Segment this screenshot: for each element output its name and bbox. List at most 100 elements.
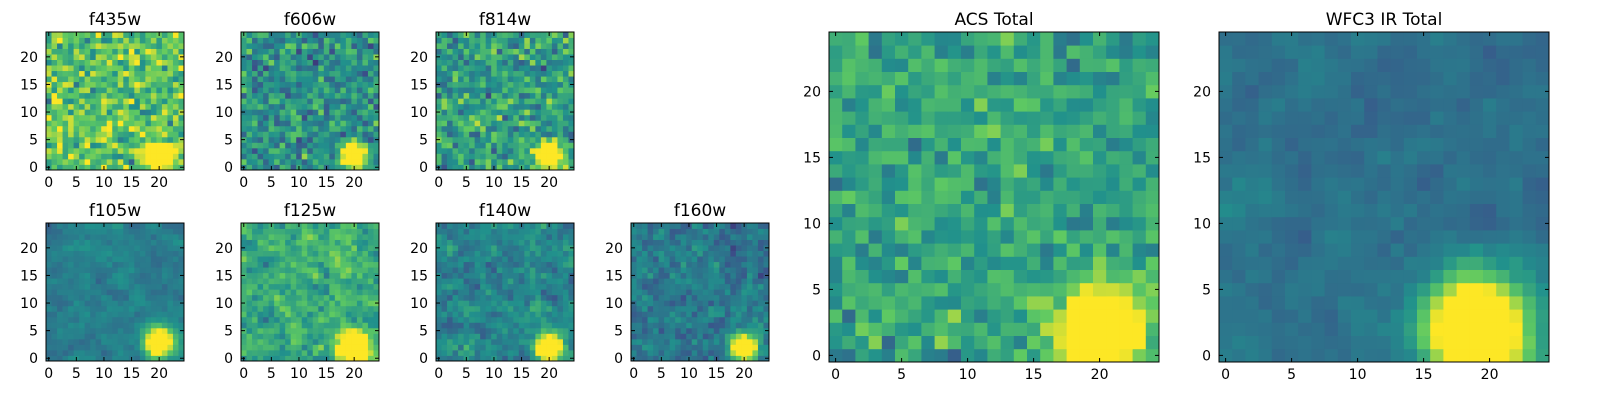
heatmap-cell xyxy=(290,153,297,160)
heatmap-cell xyxy=(241,48,247,55)
heatmap-cell xyxy=(362,125,369,132)
heatmap-cell xyxy=(518,131,525,138)
heatmap-cell xyxy=(57,98,63,105)
heatmap-cell xyxy=(908,282,922,297)
heatmap-cell xyxy=(708,245,715,251)
heatmap-cell xyxy=(112,48,119,55)
heatmap-cell xyxy=(145,65,152,72)
heatmap-cell xyxy=(502,98,509,105)
heatmap-cell xyxy=(263,120,269,127)
heatmap-cell xyxy=(329,228,336,235)
heatmap-cell xyxy=(323,283,330,290)
x-tick-label: 5 xyxy=(72,175,81,191)
heatmap-cell xyxy=(268,87,275,94)
heatmap-cell xyxy=(263,81,269,88)
heatmap-cell xyxy=(84,120,91,127)
heatmap-cell xyxy=(246,76,253,83)
heatmap-cell xyxy=(546,70,553,77)
heatmap-cell xyxy=(79,349,86,356)
heatmap-cell xyxy=(529,109,536,116)
heatmap-cell xyxy=(735,261,742,268)
heatmap-cell xyxy=(285,261,292,268)
heatmap-cell xyxy=(373,142,380,149)
heatmap-cell xyxy=(123,37,130,44)
heatmap-cell xyxy=(68,109,74,116)
heatmap-cell xyxy=(447,136,453,143)
heatmap-cell xyxy=(246,70,253,77)
heatmap-cell xyxy=(106,261,113,268)
heatmap-cell xyxy=(285,305,292,312)
heatmap-cell xyxy=(529,283,536,290)
heatmap-cell xyxy=(51,338,58,345)
heatmap-cell xyxy=(708,349,715,356)
heatmap-cell xyxy=(172,114,179,121)
heatmap-cell xyxy=(485,103,492,110)
heatmap-cell xyxy=(90,256,97,263)
heatmap-cell xyxy=(568,278,575,285)
heatmap-cell xyxy=(285,43,292,49)
heatmap-cell xyxy=(507,261,514,268)
heatmap-cell xyxy=(150,250,157,257)
heatmap-cell xyxy=(106,92,113,99)
heatmap-cell xyxy=(95,131,102,138)
heatmap-cell xyxy=(106,98,113,105)
heatmap-cell xyxy=(491,245,498,251)
heatmap-cell xyxy=(921,348,935,363)
heatmap-cell xyxy=(312,103,319,110)
heatmap-cell xyxy=(535,65,542,72)
heatmap-cell xyxy=(285,92,292,99)
heatmap-cell xyxy=(334,76,341,83)
heatmap-cell xyxy=(463,81,470,88)
heatmap-cell xyxy=(518,120,525,127)
heatmap-cell xyxy=(312,147,319,154)
heatmap-cell xyxy=(730,349,737,356)
heatmap-cell xyxy=(642,245,648,251)
heatmap-cell xyxy=(112,256,119,263)
heatmap-cell xyxy=(658,305,665,312)
heatmap-cell xyxy=(469,355,476,362)
heatmap-cell xyxy=(268,114,275,121)
heatmap-cell xyxy=(340,250,347,257)
heatmap-cell xyxy=(1132,177,1147,191)
heatmap-cell xyxy=(112,344,119,351)
heatmap-cell xyxy=(491,153,498,160)
heatmap-cell xyxy=(502,81,509,88)
heatmap-cell xyxy=(669,283,676,290)
heatmap-cell xyxy=(702,322,709,329)
heatmap-cell xyxy=(279,245,286,251)
heatmap-cell xyxy=(568,316,575,323)
heatmap-cell xyxy=(513,283,520,290)
heatmap-cell xyxy=(540,81,547,88)
heatmap-cell xyxy=(697,278,704,285)
heatmap-cell xyxy=(290,114,297,121)
heatmap-cell xyxy=(730,327,737,334)
heatmap-cell xyxy=(312,131,319,138)
heatmap-cell xyxy=(469,65,476,72)
heatmap-cell xyxy=(1079,282,1094,297)
heatmap-cell xyxy=(513,164,520,171)
heatmap-cell xyxy=(680,228,687,235)
heatmap-cell xyxy=(79,32,86,38)
heatmap-cell xyxy=(513,349,520,356)
heatmap-cell xyxy=(741,322,748,329)
heatmap-cell xyxy=(79,43,86,49)
heatmap-cell xyxy=(1013,256,1028,270)
heatmap-cell xyxy=(507,245,514,251)
heatmap-cell xyxy=(134,125,141,132)
heatmap-cell xyxy=(68,114,74,121)
heatmap-cell xyxy=(134,239,141,246)
heatmap-cell xyxy=(318,164,325,171)
heatmap-cell xyxy=(540,228,547,235)
heatmap-cell xyxy=(106,311,113,318)
heatmap-cell xyxy=(562,37,569,44)
heatmap-cell xyxy=(546,261,553,268)
heatmap-cell xyxy=(708,333,715,340)
heatmap-cell xyxy=(1013,322,1028,336)
heatmap-cell xyxy=(1027,243,1041,257)
heatmap-cell xyxy=(106,234,113,240)
plot-frame xyxy=(240,31,380,171)
heatmap-cell xyxy=(1093,309,1107,323)
heatmap-cell xyxy=(691,256,698,263)
heatmap-cell xyxy=(546,278,553,285)
heatmap-cell xyxy=(697,272,704,279)
